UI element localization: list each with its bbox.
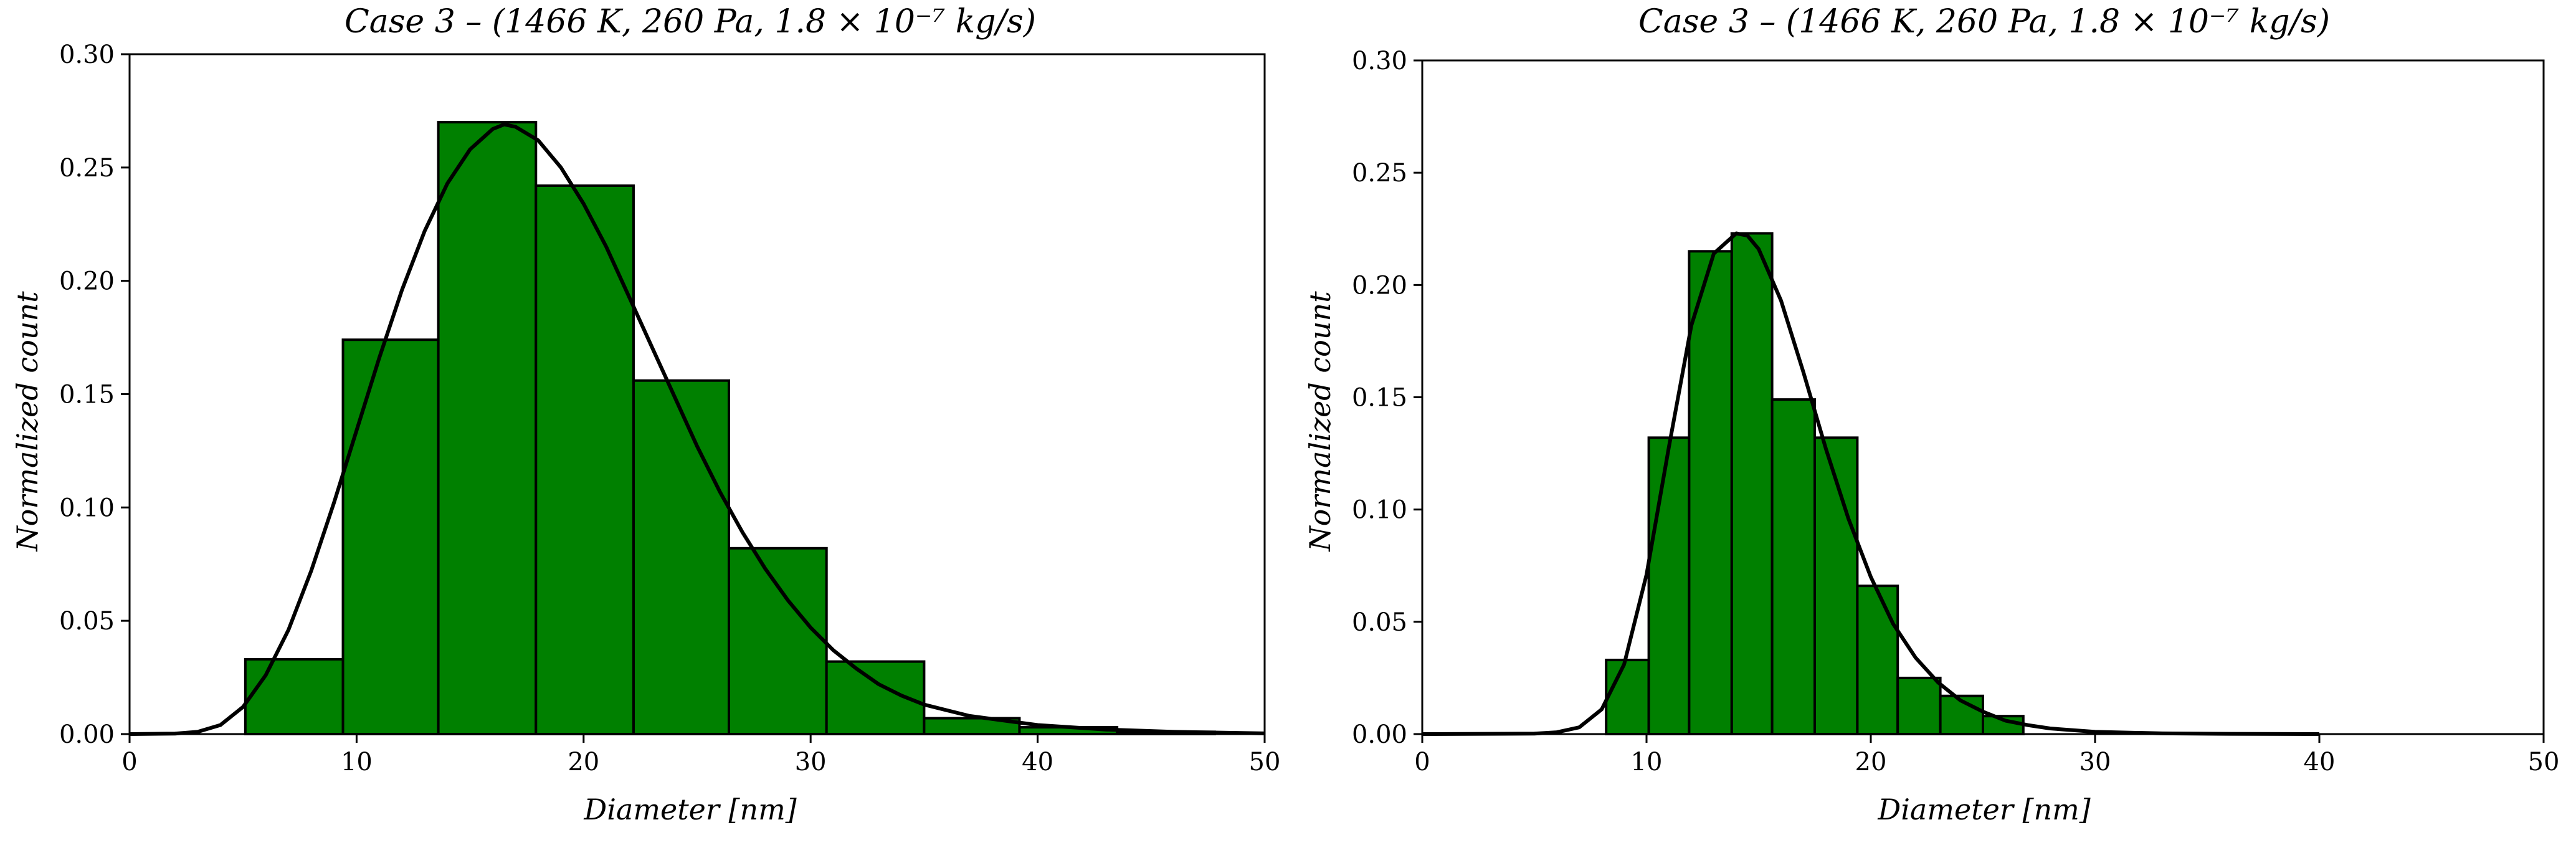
- y-tick-label: 0.30: [59, 41, 115, 69]
- y-tick-label: 0.30: [1352, 47, 1407, 75]
- histogram-bar: [1856, 585, 1899, 735]
- histogram-bar: [341, 338, 440, 735]
- y-axis-label: Normalized count: [1303, 291, 1337, 552]
- histogram-bar: [535, 184, 635, 735]
- y-tick-label: 0.00: [59, 720, 115, 749]
- histogram-bar: [244, 657, 345, 735]
- x-tick-label: 20: [568, 748, 599, 776]
- histogram-bar: [632, 379, 731, 735]
- x-axis-label: Diameter [nm]: [583, 793, 796, 826]
- histogram-bar: [1605, 659, 1650, 735]
- x-tick-label: 0: [1414, 748, 1430, 776]
- y-tick-label: 0.05: [1352, 608, 1407, 637]
- y-tick-label: 0.10: [1352, 496, 1407, 525]
- y-tick-label: 0.15: [59, 381, 115, 409]
- histogram-bar: [1688, 250, 1733, 735]
- x-tick-label: 30: [2079, 748, 2111, 776]
- histogram-bar: [1896, 676, 1942, 735]
- plot-frame: [1421, 59, 2545, 735]
- fit-curve: [129, 122, 1265, 736]
- histogram-bar: [728, 547, 828, 735]
- y-tick-label: 0.10: [59, 494, 115, 522]
- y-tick-label: 0.20: [1352, 271, 1407, 300]
- y-tick-label: 0.15: [1352, 384, 1407, 413]
- chart-title: Case 3 – (1466 K, 260 Pa, 1.8 × 10⁻⁷ kg/…: [1638, 3, 2330, 41]
- x-axis-label: Diameter [nm]: [1877, 793, 2090, 826]
- y-axis-label: Normalized count: [11, 291, 44, 552]
- y-tick-label: 0.20: [59, 267, 115, 296]
- chart-title: Case 3 – (1466 K, 260 Pa, 1.8 × 10⁻⁷ kg/…: [345, 3, 1036, 41]
- y-tick-label: 0.05: [59, 607, 115, 636]
- histogram-bar: [1730, 232, 1774, 735]
- histogram-bar: [1813, 436, 1859, 735]
- chart-panel-right: Case 3 – (1466 K, 260 Pa, 1.8 × 10⁻⁷ kg/…: [1303, 3, 2559, 826]
- x-tick-label: 0: [121, 748, 137, 776]
- fit-curve: [1422, 231, 2320, 736]
- x-tick-label: 10: [1631, 748, 1663, 776]
- histogram-bar: [1647, 436, 1691, 735]
- y-tick-label: 0.00: [1352, 720, 1407, 749]
- y-tick-label: 0.25: [1352, 159, 1407, 188]
- histogram-bar: [437, 121, 538, 736]
- x-tick-label: 30: [795, 748, 827, 776]
- x-tick-label: 10: [341, 748, 373, 776]
- x-tick-label: 40: [2304, 748, 2336, 776]
- y-tick-label: 0.25: [59, 154, 115, 183]
- chart-panel-left: Case 3 – (1466 K, 260 Pa, 1.8 × 10⁻⁷ kg/…: [11, 3, 1280, 826]
- x-tick-label: 40: [1022, 748, 1053, 776]
- x-tick-label: 50: [1249, 748, 1281, 776]
- histogram-bar: [1770, 398, 1817, 735]
- x-tick-label: 50: [2528, 748, 2560, 776]
- x-tick-label: 20: [1855, 748, 1887, 776]
